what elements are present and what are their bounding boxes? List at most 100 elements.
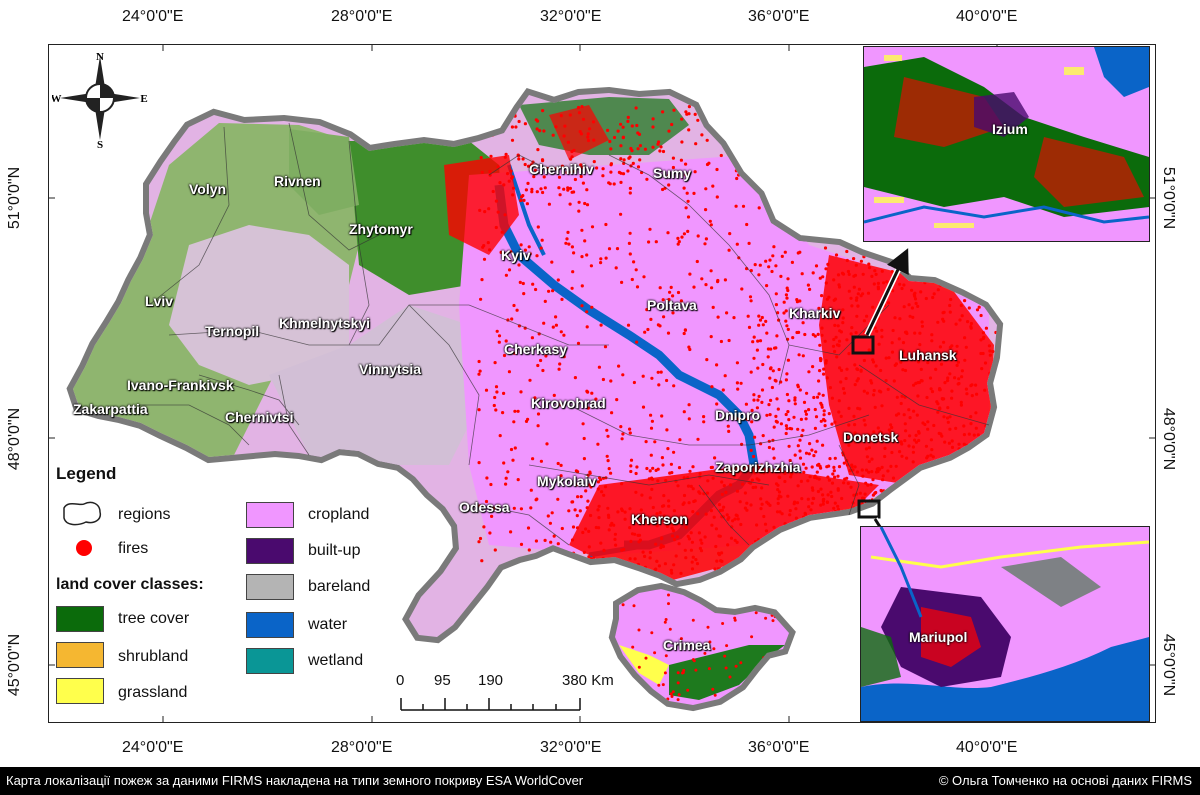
fire-point: [488, 173, 492, 177]
fire-point: [543, 299, 547, 303]
fire-point: [686, 229, 690, 233]
fire-point: [908, 416, 912, 420]
fire-point: [589, 264, 594, 268]
fire-point: [721, 622, 725, 625]
fire-point: [788, 458, 792, 463]
fire-point: [497, 334, 502, 338]
fire-point: [572, 148, 576, 152]
fire-point: [889, 423, 893, 427]
fire-point: [490, 514, 494, 518]
fire-point: [840, 496, 844, 501]
right-lat-label-51: 51°0'0"N: [1160, 166, 1178, 230]
fire-point: [636, 147, 640, 151]
fire-point: [796, 484, 800, 488]
fire-point: [666, 231, 670, 235]
fire-point: [684, 110, 688, 114]
fire-point: [903, 439, 907, 443]
fire-point: [936, 410, 940, 414]
fire-point: [676, 681, 680, 685]
fire-point: [895, 395, 899, 399]
fire-point: [766, 347, 771, 351]
fire-point: [589, 513, 593, 518]
fire-point: [688, 347, 692, 352]
fire-point: [709, 509, 714, 513]
fire-point: [913, 297, 918, 301]
fire-point: [917, 438, 921, 443]
fire-point: [826, 262, 830, 266]
fire-point: [846, 481, 850, 485]
fire-point: [939, 357, 943, 361]
scale-bar-ticks: [400, 698, 581, 711]
fire-point: [637, 665, 641, 669]
fire-point: [910, 288, 914, 292]
fire-point: [768, 413, 772, 417]
fire-point: [890, 350, 895, 354]
fire-point: [790, 465, 794, 469]
fire-point: [903, 422, 907, 426]
fire-point: [856, 292, 860, 296]
fire-point: [832, 278, 836, 282]
fire-point: [577, 200, 581, 204]
fire-point: [530, 187, 534, 191]
fire-point: [874, 364, 878, 368]
fire-point: [815, 439, 819, 443]
fire-point: [748, 295, 753, 299]
fire-point: [852, 414, 856, 418]
fire-point: [627, 156, 631, 160]
fire-point: [566, 188, 570, 192]
label-vinnytsia: Vinnytsia: [359, 361, 421, 377]
fire-point: [507, 179, 511, 183]
fire-point: [880, 269, 884, 273]
fire-point: [713, 567, 717, 571]
fire-point: [648, 496, 652, 500]
fire-point: [653, 651, 657, 655]
fire-point: [862, 389, 866, 393]
legend-tree-cover-label: tree cover: [118, 610, 190, 627]
fire-point: [936, 402, 940, 406]
fire-point: [574, 469, 579, 473]
fire-point: [689, 484, 693, 488]
fire-point: [869, 436, 873, 440]
fire-point: [862, 358, 867, 363]
fire-point: [749, 448, 753, 452]
fire-point: [808, 442, 812, 446]
fire-point: [789, 472, 793, 476]
fire-point: [821, 443, 825, 447]
fire-point: [733, 538, 737, 542]
fire-point: [725, 644, 729, 648]
fire-point: [670, 471, 674, 475]
fire-point: [779, 422, 784, 426]
fire-point: [526, 164, 531, 168]
fire-point: [526, 526, 531, 530]
fire-point: [861, 292, 865, 296]
fire-point: [571, 500, 575, 504]
fire-point: [556, 461, 560, 466]
fire-point: [948, 310, 952, 314]
fire-point: [480, 278, 484, 282]
fire-point: [541, 159, 545, 163]
fire-point: [977, 305, 981, 309]
fire-point: [485, 476, 489, 480]
fire-point: [807, 505, 811, 509]
fire-point: [791, 336, 795, 340]
fire-point: [659, 543, 663, 547]
fire-point: [913, 331, 917, 335]
fire-point: [821, 502, 825, 506]
fire-point: [728, 675, 732, 679]
fire-point: [881, 478, 885, 482]
fire-point: [872, 440, 876, 444]
fire-point: [900, 442, 904, 446]
fire-point: [632, 380, 637, 385]
fire-point: [604, 222, 608, 227]
fire-point: [955, 344, 959, 348]
mariupol-locator-box: [857, 499, 881, 519]
fire-point: [507, 268, 512, 272]
fire-point: [911, 445, 916, 449]
fire-point: [578, 509, 582, 513]
fire-point: [948, 415, 952, 419]
fire-point: [849, 332, 853, 336]
fire-point: [577, 111, 582, 115]
fire-point: [671, 690, 675, 694]
fire-point: [720, 480, 724, 484]
fire-point: [573, 177, 578, 182]
